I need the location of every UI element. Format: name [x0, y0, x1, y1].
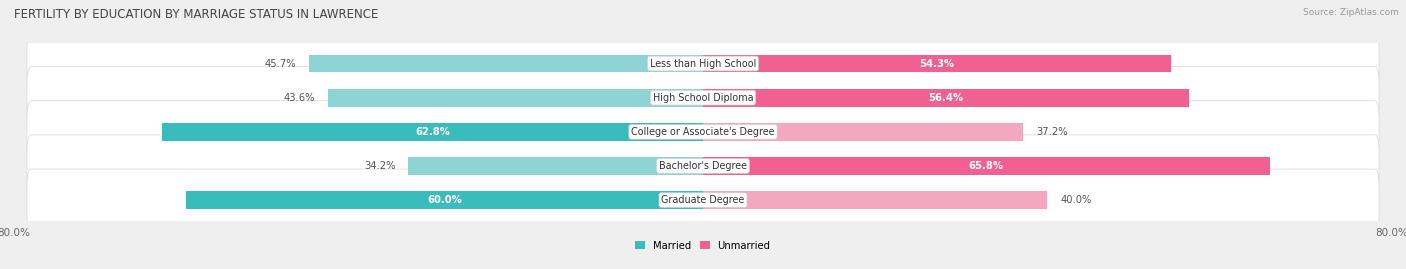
Bar [703, 191, 1047, 209]
Text: 45.7%: 45.7% [264, 59, 297, 69]
Text: College or Associate's Degree: College or Associate's Degree [631, 127, 775, 137]
Bar [328, 89, 703, 107]
Bar [703, 55, 1171, 72]
FancyBboxPatch shape [27, 67, 1379, 129]
Bar [162, 123, 703, 141]
Text: 54.3%: 54.3% [920, 59, 955, 69]
Text: High School Diploma: High School Diploma [652, 93, 754, 103]
Text: Source: ZipAtlas.com: Source: ZipAtlas.com [1303, 8, 1399, 17]
Bar [309, 55, 703, 72]
Text: Less than High School: Less than High School [650, 59, 756, 69]
Bar [703, 123, 1024, 141]
Text: 37.2%: 37.2% [1036, 127, 1069, 137]
Bar [409, 157, 703, 175]
Text: 40.0%: 40.0% [1060, 195, 1092, 205]
Legend: Married, Unmarried: Married, Unmarried [631, 237, 775, 255]
FancyBboxPatch shape [27, 101, 1379, 163]
Text: 60.0%: 60.0% [427, 195, 463, 205]
Text: Bachelor's Degree: Bachelor's Degree [659, 161, 747, 171]
Text: 62.8%: 62.8% [415, 127, 450, 137]
Text: FERTILITY BY EDUCATION BY MARRIAGE STATUS IN LAWRENCE: FERTILITY BY EDUCATION BY MARRIAGE STATU… [14, 8, 378, 21]
FancyBboxPatch shape [27, 135, 1379, 197]
FancyBboxPatch shape [27, 169, 1379, 231]
Text: 43.6%: 43.6% [283, 93, 315, 103]
Bar [703, 89, 1188, 107]
Text: 56.4%: 56.4% [928, 93, 963, 103]
Bar [186, 191, 703, 209]
Bar [703, 157, 1270, 175]
Text: Graduate Degree: Graduate Degree [661, 195, 745, 205]
Text: 65.8%: 65.8% [969, 161, 1004, 171]
Text: 34.2%: 34.2% [364, 161, 395, 171]
FancyBboxPatch shape [27, 33, 1379, 95]
